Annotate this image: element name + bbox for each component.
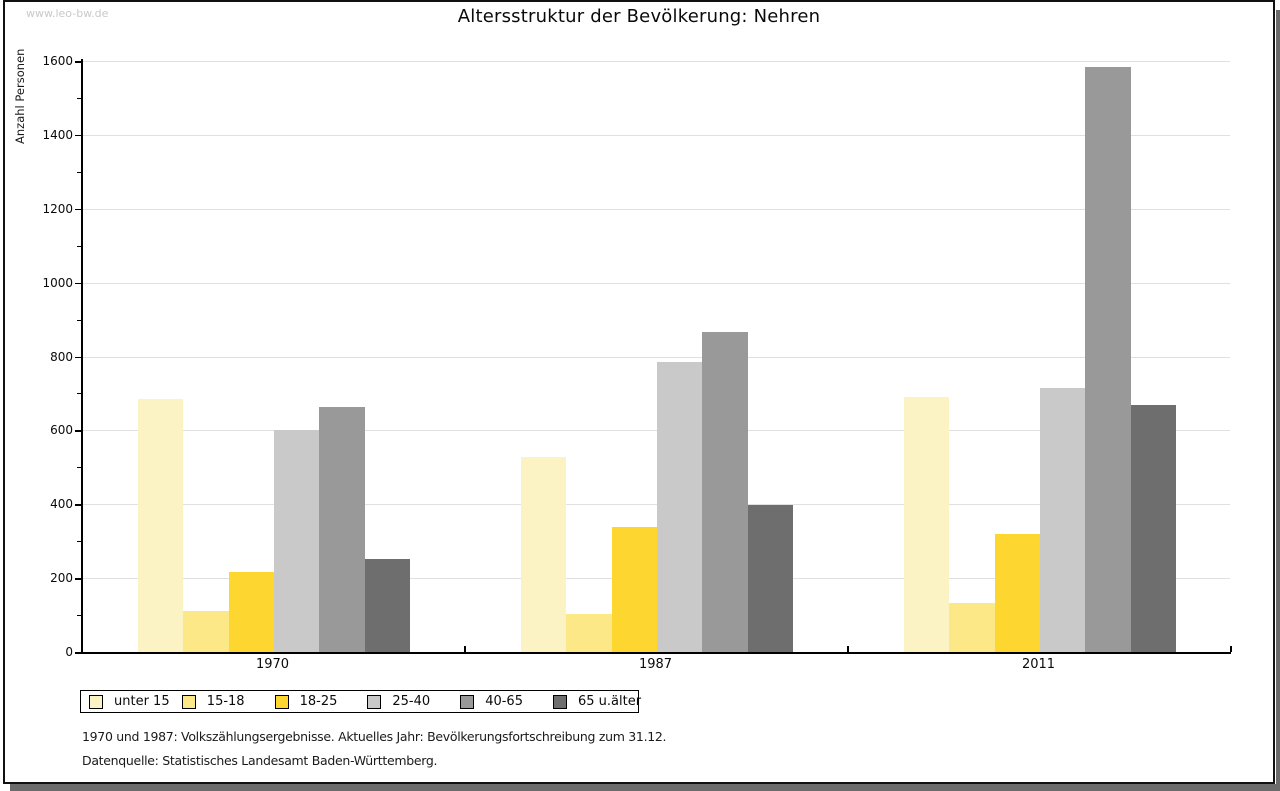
y-tick-1400 bbox=[75, 134, 81, 137]
legend-swatch bbox=[367, 694, 382, 709]
y-tick-1000 bbox=[75, 282, 81, 285]
bar-1987-65-u-lter bbox=[748, 505, 793, 652]
y-tick-800 bbox=[75, 356, 81, 358]
y-tick-1500 bbox=[77, 97, 81, 99]
window-shadow-bottom bbox=[10, 784, 1280, 791]
y-tick-500 bbox=[77, 467, 81, 469]
footnote-method: 1970 und 1987: Volkszählungsergebnisse. … bbox=[82, 729, 667, 744]
y-tick-label-400: 400 bbox=[50, 497, 73, 512]
x-category-label-2011: 2011 bbox=[1021, 657, 1056, 672]
y-tick-200 bbox=[75, 578, 81, 580]
y-tick-1600 bbox=[75, 61, 81, 63]
y-tick-label-800: 800 bbox=[50, 349, 73, 364]
y-tick-label-200: 200 bbox=[50, 571, 73, 586]
legend-item-18-25: 18-25 bbox=[267, 694, 360, 709]
legend-label: 40-65 bbox=[485, 694, 523, 709]
bar-2011-65-u-lter bbox=[1131, 405, 1176, 652]
legend-label: 18-25 bbox=[299, 694, 338, 709]
legend-item-25-40: 25-40 bbox=[359, 694, 452, 709]
x-category-label-1970: 1970 bbox=[255, 657, 290, 672]
gridline-1200 bbox=[81, 208, 1230, 210]
bar-1970-15-18 bbox=[183, 611, 229, 652]
plot-area: 0 200 400 600 800 1000 1200 1400 1600 1970 1987 201… bbox=[5, 2, 1273, 782]
window-shadow-right bbox=[1276, 10, 1280, 791]
y-tick-label-1400: 1400 bbox=[42, 127, 73, 142]
bar-1970-25-40 bbox=[274, 430, 319, 652]
legend-swatch bbox=[181, 694, 196, 709]
y-tick-900 bbox=[77, 319, 81, 321]
legend-swatch bbox=[552, 694, 567, 709]
footnote-data-source: Datenquelle: Statistisches Landesamt Bad… bbox=[82, 753, 438, 768]
bar-1970-18-25 bbox=[229, 572, 274, 652]
bar-1970-65-u-lter bbox=[365, 559, 410, 652]
bar-1970-40-65 bbox=[319, 407, 365, 652]
bar-2011-unter-15 bbox=[904, 397, 949, 652]
legend-label: 25-40 bbox=[392, 694, 431, 709]
y-tick-100 bbox=[77, 615, 81, 617]
x-tick-2 bbox=[847, 646, 849, 652]
legend-label: 65 u.älter bbox=[577, 694, 642, 709]
legend-item-unter-15: unter 15 bbox=[81, 694, 174, 709]
x-tick-1 bbox=[464, 646, 466, 652]
y-tick-label-600: 600 bbox=[50, 423, 73, 438]
y-tick-0 bbox=[75, 652, 81, 654]
chart-title: Altersstruktur der Bevölkerung: Nehren bbox=[457, 6, 821, 27]
y-tick-600 bbox=[75, 430, 81, 432]
y-tick-label-1000: 1000 bbox=[42, 275, 73, 290]
bar-2011-40-65 bbox=[1085, 67, 1131, 652]
x-category-label-1987: 1987 bbox=[638, 657, 673, 672]
legend-item-40-65: 40-65 bbox=[452, 694, 545, 709]
y-tick-1100 bbox=[77, 245, 81, 247]
legend-item-65-u-lter: 65 u.älter bbox=[545, 694, 642, 709]
bar-1970-unter-15 bbox=[138, 399, 183, 652]
gridline-600 bbox=[81, 430, 1230, 432]
y-tick-1200 bbox=[75, 208, 81, 211]
x-tick-3 bbox=[1230, 646, 1232, 652]
x-axis-line bbox=[81, 652, 1231, 654]
bar-2011-15-18 bbox=[949, 603, 995, 652]
legend-swatch bbox=[274, 694, 289, 709]
chart-window: www.leo-bw.de Altersstruktur der Bevölke… bbox=[3, 0, 1275, 784]
watermark: www.leo-bw.de bbox=[26, 7, 109, 20]
legend-swatch bbox=[89, 694, 103, 709]
gridline-1000 bbox=[81, 282, 1230, 284]
legend-label: 15-18 bbox=[206, 694, 245, 709]
gridline-800 bbox=[81, 356, 1230, 358]
y-tick-label-1200: 1200 bbox=[42, 201, 73, 216]
y-tick-1300 bbox=[77, 171, 81, 173]
legend-item-15-18: 15-18 bbox=[174, 694, 267, 709]
bar-1987-unter-15 bbox=[521, 457, 566, 652]
y-tick-300 bbox=[77, 541, 81, 543]
legend: unter 15 15-18 18-25 25-40 40-65 65 u.älter bbox=[80, 690, 642, 713]
y-tick-400 bbox=[75, 504, 81, 506]
bar-1987-15-18 bbox=[566, 614, 612, 652]
legend-swatch bbox=[460, 694, 475, 709]
bar-1987-40-65 bbox=[702, 332, 748, 652]
bar-1987-25-40 bbox=[657, 362, 702, 652]
gridline-1600 bbox=[81, 61, 1230, 62]
y-axis-line bbox=[81, 59, 83, 652]
gridline-1400 bbox=[81, 134, 1230, 136]
y-tick-700 bbox=[77, 393, 81, 395]
legend-label: unter 15 bbox=[114, 694, 170, 709]
y-tick-label-0: 0 bbox=[65, 645, 73, 659]
bar-2011-18-25 bbox=[995, 534, 1040, 652]
gridline-400 bbox=[81, 504, 1230, 506]
y-tick-label-1600: 1600 bbox=[42, 54, 73, 68]
bar-2011-25-40 bbox=[1040, 388, 1085, 652]
bar-1987-18-25 bbox=[612, 527, 657, 652]
